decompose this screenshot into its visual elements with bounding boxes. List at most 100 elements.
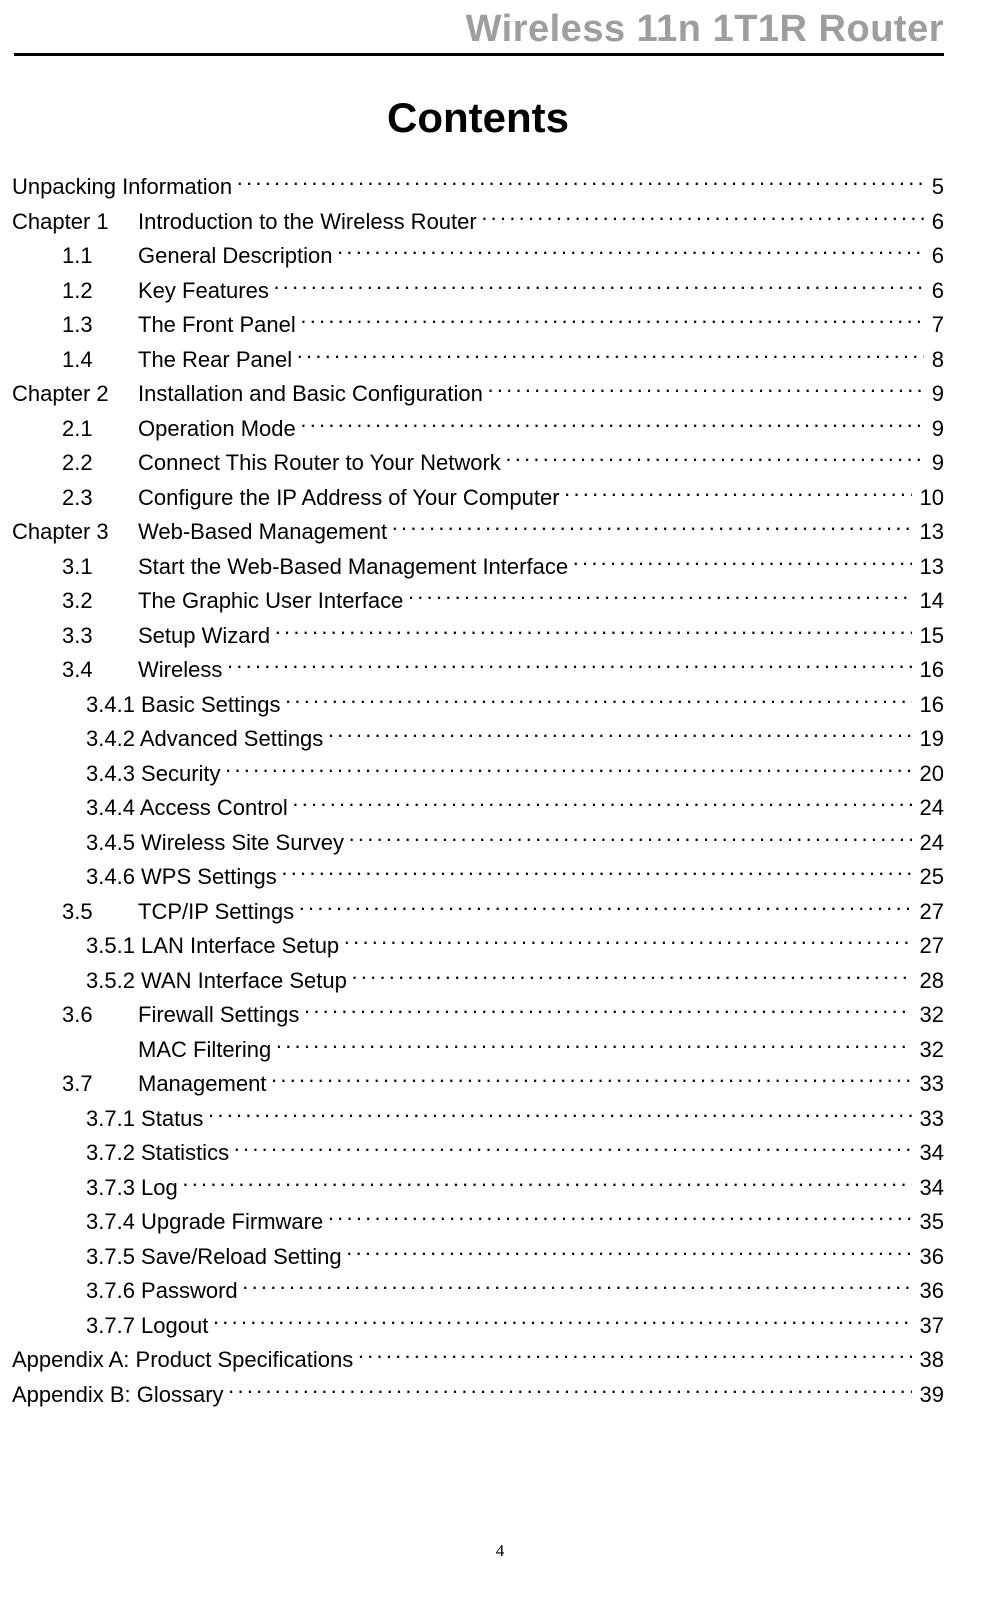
toc-page-number: 16 [916,659,944,681]
toc-number: 1.1 [12,245,138,267]
toc-page-number: 15 [916,625,944,647]
toc-row: 3.4.4 Access Control24 [12,793,944,819]
toc-label: 3.7.3 Log [86,1177,178,1199]
toc-row: 2.2Connect This Router to Your Network9 [12,448,944,474]
toc-row: MAC Filtering 32 [12,1035,944,1061]
toc-row: 3.5TCP/IP Settings27 [12,897,944,923]
toc-row: Chapter 2Installation and Basic Configur… [12,379,944,405]
toc-leader-dots [300,310,924,332]
toc-label: Operation Mode [138,418,296,440]
toc-row: 3.7.3 Log 34 [12,1173,944,1199]
toc-row: 2.3Configure the IP Address of Your Comp… [12,483,944,509]
toc-leader-dots [273,276,924,298]
toc-page-number: 34 [916,1142,944,1164]
toc-page-number: 32 [916,1039,944,1061]
toc-page-number: 14 [916,590,944,612]
toc-page-number: 13 [916,521,944,543]
toc-label: Appendix A: Product Specifications [12,1349,353,1371]
toc-number: 1.4 [12,349,138,371]
contents-heading: Contents [12,94,944,142]
toc-page-number: 6 [928,245,944,267]
toc-row: 3.5.2 WAN Interface Setup28 [12,966,944,992]
toc-number: 2.3 [12,487,138,509]
toc-number: 1.3 [12,314,138,336]
toc-row: Appendix B: Glossary39 [12,1380,944,1406]
toc-leader-dots [228,1380,912,1402]
toc-number: Chapter 1 [12,211,138,233]
toc-label: 3.4.1 Basic Settings [86,694,280,716]
toc-page-number: 34 [916,1177,944,1199]
toc-leader-dots [226,655,911,677]
toc-leader-dots [327,1207,911,1229]
toc-label: 3.4.5 Wireless Site Survey [86,832,344,854]
toc-leader-dots [487,379,924,401]
toc-label: 3.4.3 Security [86,763,221,785]
toc-leader-dots [233,1138,911,1160]
toc-leader-dots [505,448,924,470]
toc-row: 3.7.4 Upgrade Firmware35 [12,1207,944,1233]
toc-row: Chapter 3Web-Based Management13 [12,517,944,543]
toc-row: 1.1General Description6 [12,241,944,267]
toc-label: Unpacking Information [12,176,232,198]
toc-row: 3.7.1 Status33 [12,1104,944,1130]
toc-row: 3.3Setup Wizard15 [12,621,944,647]
toc-page-number: 19 [916,728,944,750]
table-of-contents: Unpacking Information 5 Chapter 1Introduct… [12,172,944,1406]
toc-row: 3.6Firewall Settings32 [12,1000,944,1026]
toc-row: 3.4Wireless16 [12,655,944,681]
toc-leader-dots [284,690,911,712]
toc-page-number: 5 [928,176,944,198]
toc-label: Start the Web-Based Management Interface [138,556,568,578]
toc-label: 3.4.6 WPS Settings [86,866,277,888]
toc-leader-dots [481,207,924,229]
toc-page-number: 10 [916,487,944,509]
toc-row: 3.4.5 Wireless Site Survey 24 [12,828,944,854]
toc-row: 2.1Operation Mode 9 [12,414,944,440]
toc-row: Chapter 1Introduction to the Wireless Ro… [12,207,944,233]
toc-row: 3.4.2 Advanced Settings19 [12,724,944,750]
toc-label: 3.4.4 Access Control [86,797,288,819]
toc-label: The Rear Panel [138,349,292,371]
toc-page-number: 33 [916,1108,944,1130]
toc-page-number: 9 [928,452,944,474]
toc-leader-dots [182,1173,912,1195]
toc-label: Web-Based Management [138,521,387,543]
toc-number: 3.2 [12,590,138,612]
toc-leader-dots [351,966,912,988]
toc-row: 3.1Start the Web-Based Management Interf… [12,552,944,578]
toc-page-number: 9 [928,418,944,440]
toc-label: Key Features [138,280,269,302]
toc-page-number: 27 [916,935,944,957]
toc-row: Unpacking Information 5 [12,172,944,198]
toc-row: 3.4.1 Basic Settings16 [12,690,944,716]
toc-page-number: 8 [928,349,944,371]
toc-label: Configure the IP Address of Your Compute… [138,487,560,509]
toc-leader-dots [225,759,912,781]
toc-label: Firewall Settings [138,1004,299,1026]
toc-number: 3.7 [12,1073,138,1095]
toc-leader-dots [275,1035,911,1057]
toc-page-number: 25 [916,866,944,888]
toc-number: 2.1 [12,418,138,440]
page-container: Wireless 11n 1T1R Router Contents Unpack… [0,0,1000,1406]
toc-label: MAC Filtering [138,1039,271,1061]
toc-row: Appendix A: Product Specifications 38 [12,1345,944,1371]
toc-page-number: 24 [916,832,944,854]
toc-label: Introduction to the Wireless Router [138,211,477,233]
toc-page-number: 36 [916,1280,944,1302]
toc-page-number: 38 [916,1349,944,1371]
toc-number: 2.2 [12,452,138,474]
toc-number: 3.5 [12,901,138,923]
toc-label: 3.5.1 LAN Interface Setup [86,935,339,957]
toc-row: 3.4.3 Security20 [12,759,944,785]
toc-label: The Graphic User Interface [138,590,403,612]
toc-page-number: 6 [928,280,944,302]
toc-leader-dots [207,1104,911,1126]
toc-leader-dots [343,931,911,953]
toc-page-number: 9 [928,383,944,405]
toc-leader-dots [303,1000,911,1022]
toc-number: 3.4 [12,659,138,681]
toc-leader-dots [407,586,911,608]
toc-row: 3.4.6 WPS Settings 25 [12,862,944,888]
toc-leader-dots [298,897,911,919]
